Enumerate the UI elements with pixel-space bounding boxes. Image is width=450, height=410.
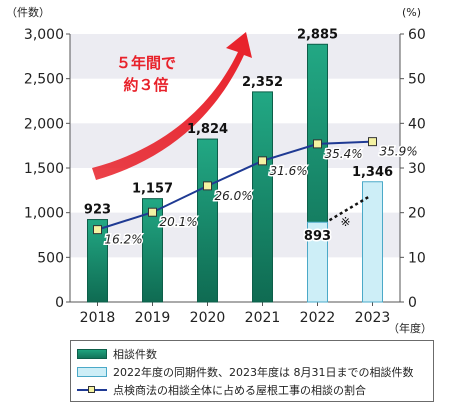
ratio-marker	[93, 225, 102, 235]
right-tick-label: 20	[408, 206, 426, 222]
x-tick-label: 2022	[300, 310, 336, 326]
growth-arrow-shape	[92, 32, 252, 180]
right-axis-unit: (%)	[402, 6, 421, 19]
x-tick-label: 2021	[245, 310, 281, 326]
data-labels: 923 1,157 1,824 2,352 2,885 1,346 893 ※	[84, 27, 393, 245]
legend-swatch-line	[77, 385, 107, 395]
bar-value-label: 2,885	[297, 27, 338, 42]
bar-value-label: 1,824	[187, 122, 228, 137]
left-tick-label: 1,000	[24, 206, 64, 222]
grid-bands	[70, 34, 400, 258]
left-tick-label: 1,500	[24, 161, 64, 177]
ratio-marker	[368, 137, 377, 147]
bar-2022-same-period	[307, 221, 328, 303]
same-period-note-mark: ※	[341, 215, 351, 229]
right-tick-label: 40	[408, 116, 426, 132]
bar	[197, 138, 218, 303]
right-tick-label: 50	[408, 72, 426, 88]
ratio-value-label: 31.6%	[270, 164, 308, 178]
x-axis-unit: （年度）	[388, 321, 432, 335]
legend: 相談件数 2022年度の同期件数、2023年度は 8月31日までの相談件数 点検…	[70, 340, 434, 402]
ratio-value-label: 35.4%	[325, 147, 363, 161]
x-tick-label: 2020	[190, 310, 226, 326]
ratio-value-label: 16.2%	[105, 233, 143, 247]
bar-value-label: 1,157	[132, 182, 173, 197]
bar-partial	[362, 181, 383, 303]
bar	[87, 219, 108, 303]
legend-label-light-bar: 2022年度の同期件数、2023年度は 8月31日までの相談件数	[113, 366, 414, 379]
left-tick-label: 2,500	[24, 72, 64, 88]
left-axis-unit: （件数）	[6, 6, 50, 19]
bars	[87, 43, 383, 303]
annotation-line-1: ５年間で	[116, 54, 176, 72]
left-tick-label: 3,000	[24, 27, 64, 43]
x-tick-label: 2023	[355, 310, 391, 326]
ratio-marker	[203, 181, 212, 191]
axes: 0 500 1,000 1,500 2,000 2,500 3,000 0 10 20 30 40 50…	[6, 6, 432, 335]
left-tick-label: 0	[55, 295, 64, 311]
ratio-value-label: 26.0%	[215, 189, 253, 203]
bar	[142, 198, 163, 303]
right-tick-label: 10	[408, 250, 426, 266]
bar-2022-same-period-label: 893	[304, 229, 331, 244]
chart-canvas: 0 500 1,000 1,500 2,000 2,500 3,000 0 10 20 30 40 50…	[6, 6, 432, 335]
legend-label-line: 点検商法の相談全体に占める屋根工事の相談の割合	[113, 384, 366, 397]
bar-value-label: 2,352	[242, 75, 283, 90]
ratio-line: 16.2% 20.1% 26.0% 31.6% 35.4% 35.9%	[93, 137, 419, 248]
bar-value-label: 923	[84, 203, 111, 218]
ratio-marker	[148, 207, 157, 217]
x-tick-label: 2019	[135, 310, 171, 326]
bar-value-label: 1,346	[352, 165, 393, 180]
left-tick-label: 2,000	[24, 116, 64, 132]
x-tick-label: 2018	[80, 310, 116, 326]
legend-item-bar: 相談件数	[77, 345, 427, 363]
legend-item-light-bar: 2022年度の同期件数、2023年度は 8月31日までの相談件数	[77, 363, 427, 381]
legend-swatch-light-bar	[77, 367, 107, 377]
ratio-value-label: 20.1%	[160, 215, 198, 229]
bar	[252, 91, 273, 303]
ratio-marker	[313, 139, 322, 149]
right-tick-label: 0	[408, 295, 417, 311]
legend-label-bar: 相談件数	[113, 348, 157, 361]
right-tick-label: 60	[408, 27, 426, 43]
ratio-marker	[258, 156, 267, 166]
legend-swatch-bar	[77, 349, 107, 359]
right-tick-label: 30	[408, 161, 426, 177]
same-period-connector	[328, 194, 372, 222]
legend-item-line: 点検商法の相談全体に占める屋根工事の相談の割合	[77, 381, 427, 399]
ratio-value-label: 35.9%	[380, 145, 418, 159]
ratio-line-path	[97, 140, 373, 231]
annotation-line-2: 約３倍	[123, 76, 168, 94]
left-tick-label: 500	[37, 250, 64, 266]
